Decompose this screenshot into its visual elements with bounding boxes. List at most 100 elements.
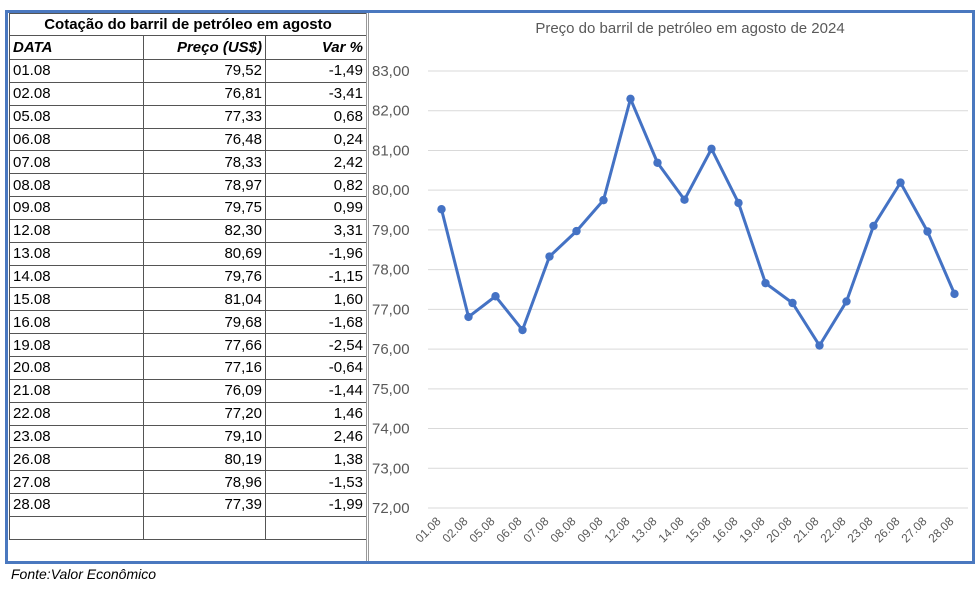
y-tick-label: 72,00 — [372, 500, 410, 517]
cell-price: 77,66 — [143, 333, 266, 357]
y-tick-label: 75,00 — [372, 381, 410, 398]
y-tick-label: 83,00 — [372, 63, 410, 80]
x-tick-label: 14.08 — [655, 514, 686, 545]
x-tick-label: 02.08 — [439, 514, 470, 545]
x-tick-label: 16.08 — [709, 514, 740, 545]
cell-price: 79,75 — [143, 196, 266, 220]
cell-price: 79,68 — [143, 310, 266, 335]
cell-var: 0,24 — [265, 127, 367, 152]
header-price: Preço (US$) — [143, 35, 266, 60]
x-tick-label: 15.08 — [682, 514, 713, 545]
cell-var: -3,41 — [265, 81, 367, 106]
cell-date: 08.08 — [9, 173, 144, 198]
cell-date — [9, 515, 144, 540]
data-point — [464, 312, 473, 322]
chart-title: Preço do barril de petróleo em agosto de… — [535, 20, 844, 37]
price-table: Cotação do barril de petróleo em agosto … — [9, 13, 367, 540]
table-row: 27.08 78,96 -1,53 — [9, 470, 367, 495]
cell-price: 77,33 — [143, 104, 266, 129]
table-row: 23.08 79,10 2,46 — [9, 424, 367, 449]
cell-date: 19.08 — [9, 333, 144, 357]
x-tick-label: 07.08 — [520, 514, 551, 545]
series-line — [440, 97, 956, 348]
cell-date: 02.08 — [9, 81, 144, 106]
data-point — [707, 144, 716, 154]
data-point — [626, 94, 635, 104]
cell-var: -1,99 — [265, 493, 367, 517]
cell-var: 1,46 — [265, 401, 367, 426]
data-point — [518, 325, 527, 335]
cell-price: 78,33 — [143, 150, 266, 175]
cell-date: 16.08 — [9, 310, 144, 335]
y-tick-label: 74,00 — [372, 421, 410, 438]
data-point — [437, 205, 446, 214]
cell-var: -2,54 — [265, 333, 367, 357]
cell-price — [143, 515, 266, 540]
cell-var: -1,53 — [265, 470, 367, 495]
cell-price: 82,30 — [143, 218, 266, 243]
table-row: 09.08 79,75 0,99 — [9, 196, 367, 220]
data-point — [545, 252, 554, 261]
data-point — [788, 298, 797, 308]
x-tick-label: 23.08 — [844, 514, 875, 545]
data-point — [896, 178, 905, 187]
cell-price: 76,09 — [143, 378, 266, 403]
data-point — [950, 289, 959, 299]
data-point — [653, 158, 662, 167]
x-tick-label: 06.08 — [493, 514, 524, 545]
table-row: 26.08 80,19 1,38 — [9, 447, 367, 472]
x-tick-label: 09.08 — [574, 514, 605, 545]
x-tick-label: 22.08 — [817, 514, 848, 545]
table-row: 06.08 76,48 0,24 — [9, 127, 367, 152]
source-note: Fonte:Valor Econômico — [11, 566, 156, 582]
x-tick-label: 21.08 — [790, 514, 821, 545]
x-tick-label: 01.08 — [412, 514, 443, 545]
cell-date: 21.08 — [9, 378, 144, 403]
table-row: 16.08 79,68 -1,68 — [9, 310, 367, 335]
line-chart: Preço do barril de petróleo em agosto de… — [370, 13, 973, 561]
y-tick-label: 77,00 — [372, 301, 410, 318]
table-row: 22.08 77,20 1,46 — [9, 401, 367, 426]
cell-price: 78,97 — [143, 173, 266, 198]
cell-date: 28.08 — [9, 493, 144, 517]
cell-date: 06.08 — [9, 127, 144, 152]
cell-var: -0,64 — [265, 355, 367, 380]
cell-var: -1,15 — [265, 264, 367, 289]
x-tick-label: 13.08 — [628, 514, 659, 545]
cell-date: 14.08 — [9, 264, 144, 289]
cell-price: 76,81 — [143, 81, 266, 106]
cell-price: 78,96 — [143, 470, 266, 495]
chart-svg: Preço do barril de petróleo em agosto de… — [372, 20, 968, 545]
x-tick-label: 20.08 — [763, 514, 794, 545]
table-row: 02.08 76,81 -3,41 — [9, 81, 367, 106]
cell-var: 1,60 — [265, 287, 367, 312]
cell-price: 79,52 — [143, 59, 266, 83]
cell-date: 15.08 — [9, 287, 144, 312]
cell-date: 12.08 — [9, 218, 144, 243]
cell-var — [265, 515, 367, 540]
table-row: 20.08 77,16 -0,64 — [9, 355, 367, 380]
cell-price: 80,69 — [143, 241, 266, 266]
cell-date: 23.08 — [9, 424, 144, 449]
cell-var: -1,68 — [265, 310, 367, 335]
y-tick-label: 80,00 — [372, 182, 410, 199]
cell-price: 79,76 — [143, 264, 266, 289]
x-tick-label: 12.08 — [601, 514, 632, 545]
cell-price: 77,16 — [143, 355, 266, 380]
cell-price: 77,20 — [143, 401, 266, 426]
table-body: 01.08 79,52 -1,49 02.08 76,81 -3,41 05.08 77,33… — [9, 59, 367, 540]
cell-var: -1,44 — [265, 378, 367, 403]
x-tick-label: 28.08 — [925, 514, 956, 545]
cell-date: 09.08 — [9, 196, 144, 220]
x-tick-label: 27.08 — [898, 514, 929, 545]
x-tick-label: 26.08 — [871, 514, 902, 545]
table-row: 15.08 81,04 1,60 — [9, 287, 367, 312]
cell-var: 0,82 — [265, 173, 367, 198]
table-row: 14.08 79,76 -1,15 — [9, 264, 367, 289]
y-tick-label: 73,00 — [372, 460, 410, 477]
y-tick-label: 79,00 — [372, 222, 410, 239]
table-row: 19.08 77,66 -2,54 — [9, 333, 367, 357]
cell-date: 05.08 — [9, 104, 144, 129]
cell-date: 20.08 — [9, 355, 144, 380]
data-point — [680, 195, 689, 204]
